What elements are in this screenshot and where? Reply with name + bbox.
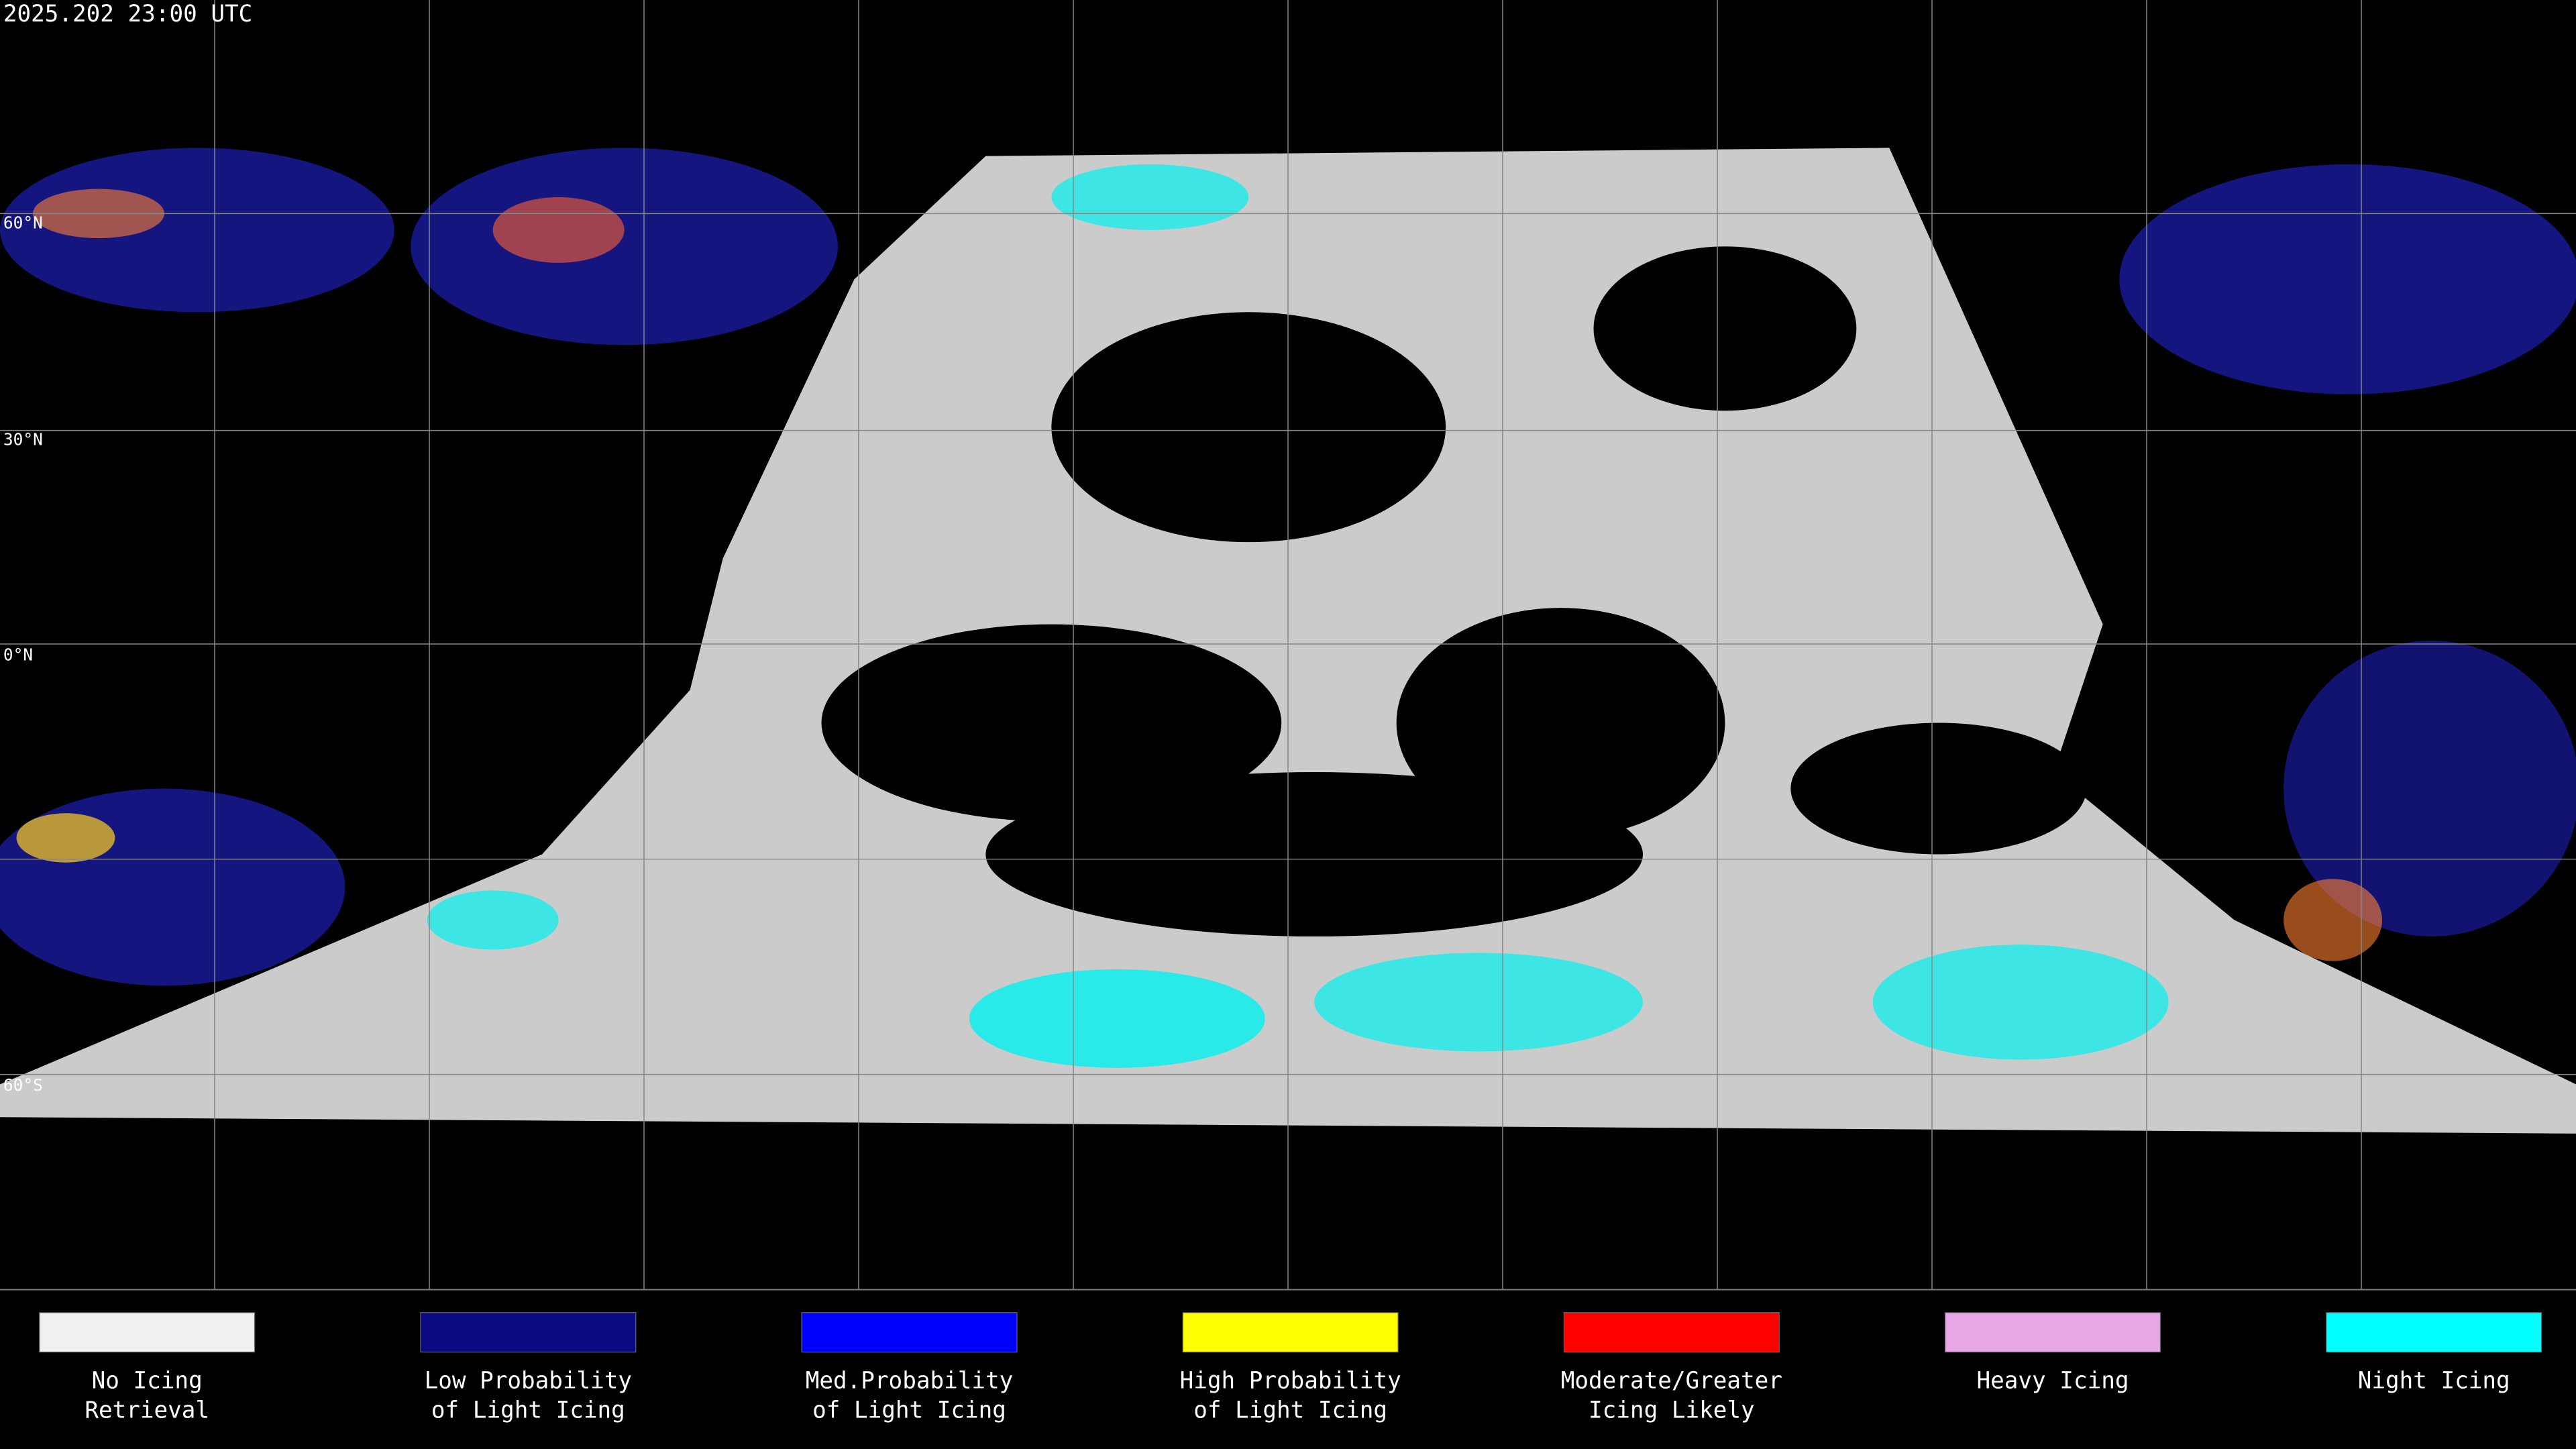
legend-swatch — [801, 1312, 1018, 1353]
legend-label: Icing Likely — [1589, 1397, 1755, 1424]
legend-swatch — [420, 1312, 637, 1353]
legend-swatch — [2326, 1312, 2542, 1353]
legend-label: High Probability — [1180, 1367, 1401, 1394]
legend-label: Low Probability — [425, 1367, 632, 1394]
latitude-label: 30°N — [3, 430, 43, 449]
legend-label: Night Icing — [2358, 1367, 2510, 1394]
legend-label: of Light Icing — [812, 1397, 1006, 1424]
legend-swatch — [1182, 1312, 1399, 1353]
legend-label: Retrieval — [85, 1397, 209, 1424]
legend-swatch — [39, 1312, 256, 1353]
legend-label: Med.Probability — [806, 1367, 1013, 1394]
graticule — [0, 0, 2576, 1291]
legend-label: of Light Icing — [431, 1397, 625, 1424]
timestamp: 2025.202 23:00 UTC — [3, 1, 252, 28]
latitude-label: 0°N — [3, 645, 33, 664]
legend-swatch — [1944, 1312, 2161, 1353]
legend-label: Heavy Icing — [1977, 1367, 2129, 1394]
legend-label: Moderate/Greater — [1561, 1367, 1782, 1394]
latitude-label: 60°N — [3, 213, 43, 232]
legend: No Icing Retrieval Low Probability of Light… — [39, 1312, 2542, 1424]
legend-label: of Light Icing — [1193, 1397, 1387, 1424]
legend-swatch — [1563, 1312, 1780, 1353]
latitude-label: 60°S — [3, 1075, 43, 1095]
legend-label: No Icing — [92, 1367, 203, 1394]
